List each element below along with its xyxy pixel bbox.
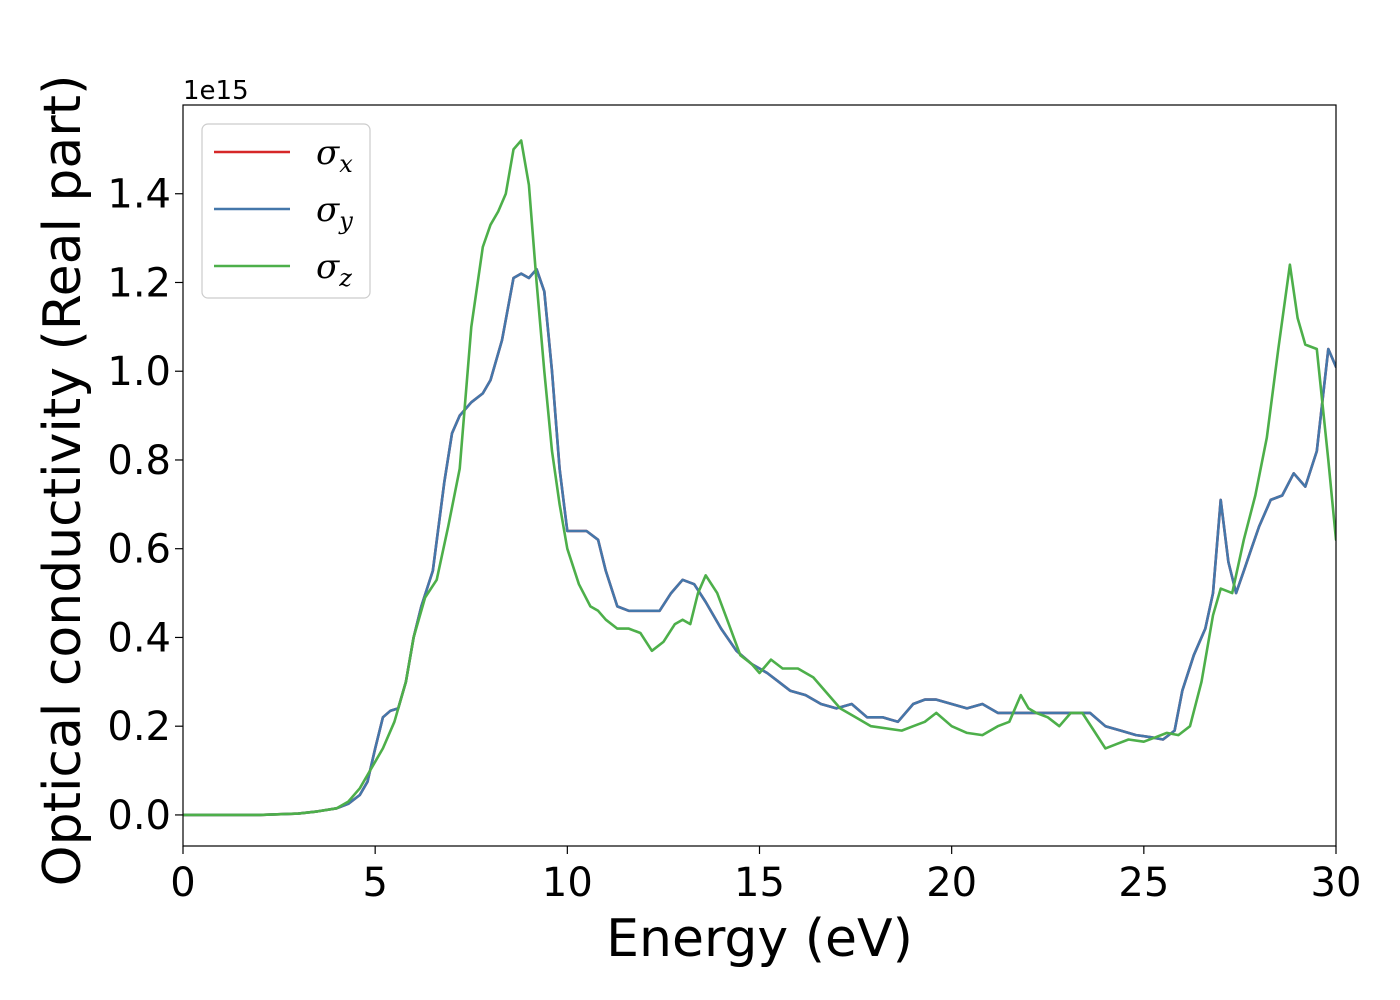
y-tick-label: 0.0 <box>107 793 171 839</box>
series-layer <box>183 139 1336 817</box>
x-tick-label: 0 <box>170 860 195 906</box>
x-axis: 0 5 10 15 20 25 30 <box>170 846 1361 906</box>
y-tick-label: 0.6 <box>107 527 171 573</box>
x-tick-label: 15 <box>734 860 785 906</box>
x-tick-label: 5 <box>362 860 387 906</box>
series-line-sigma-y <box>183 267 1336 817</box>
y-tick-label: 1.4 <box>107 172 171 218</box>
x-tick-label: 10 <box>542 860 593 906</box>
x-axis-label: Energy (eV) <box>606 909 913 969</box>
y-tick-label: 1.0 <box>107 349 171 395</box>
series-line-sigma-z <box>183 139 1336 817</box>
legend-box <box>201 123 371 299</box>
legend-label-sigma-x: σx <box>316 133 353 178</box>
y-tick-label: 0.4 <box>107 615 171 661</box>
legend-label-sigma-y: σy <box>316 190 353 235</box>
legend: σx σy σz <box>201 123 371 299</box>
y-offset-label: 1e15 <box>183 76 249 106</box>
x-tick-label: 20 <box>926 860 977 906</box>
legend-label-sigma-z: σz <box>316 247 352 292</box>
y-axis-label: Optical conductivity (Real part) <box>33 75 93 887</box>
x-tick-label: 25 <box>1118 860 1169 906</box>
y-tick-label: 0.2 <box>107 704 171 750</box>
y-tick-label: 0.8 <box>107 438 171 484</box>
y-axis: 0.0 0.2 0.4 0.6 0.8 1.0 1.2 1.4 <box>107 172 183 839</box>
x-tick-label: 30 <box>1311 860 1362 906</box>
y-tick-label: 1.2 <box>107 260 171 306</box>
